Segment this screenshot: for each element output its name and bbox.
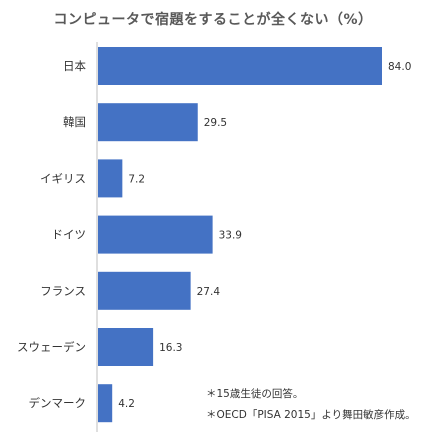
category-label-2: イギリス (40, 171, 86, 185)
category-label-0: 日本 (63, 59, 86, 73)
bar-6 (98, 384, 113, 423)
chart-title: コンピュータで宿題をすることが全くない（%） (53, 12, 373, 28)
value-label-4: 27.4 (197, 286, 221, 298)
category-label-1: 韓国 (63, 115, 86, 129)
value-label-3: 33.9 (219, 230, 242, 242)
value-label-2: 7.2 (128, 173, 145, 185)
value-label-0: 84.0 (388, 61, 411, 73)
bar-3 (98, 215, 213, 254)
value-label-1: 29.5 (204, 117, 227, 129)
category-label-6: デンマーク (29, 396, 87, 410)
bar-0 (98, 47, 382, 85)
category-label-5: スウェーデン (17, 340, 86, 354)
category-label-3: ドイツ (52, 228, 87, 242)
bar-4 (98, 271, 191, 310)
category-label-4: フランス (40, 284, 86, 298)
bar-1 (98, 103, 198, 142)
value-label-5: 16.3 (159, 342, 182, 354)
value-label-6: 4.2 (118, 398, 135, 410)
footnotes: ＊15歳生徒の回答。 ＊OECD「PISA 2015」より舞田敏彦作成。 (206, 384, 416, 426)
bar-2 (98, 159, 123, 198)
footnote-respondents: ＊15歳生徒の回答。 (206, 388, 304, 400)
bar-5 (98, 328, 154, 366)
footnote-source: ＊OECD「PISA 2015」より舞田敏彦作成。 (206, 409, 416, 421)
